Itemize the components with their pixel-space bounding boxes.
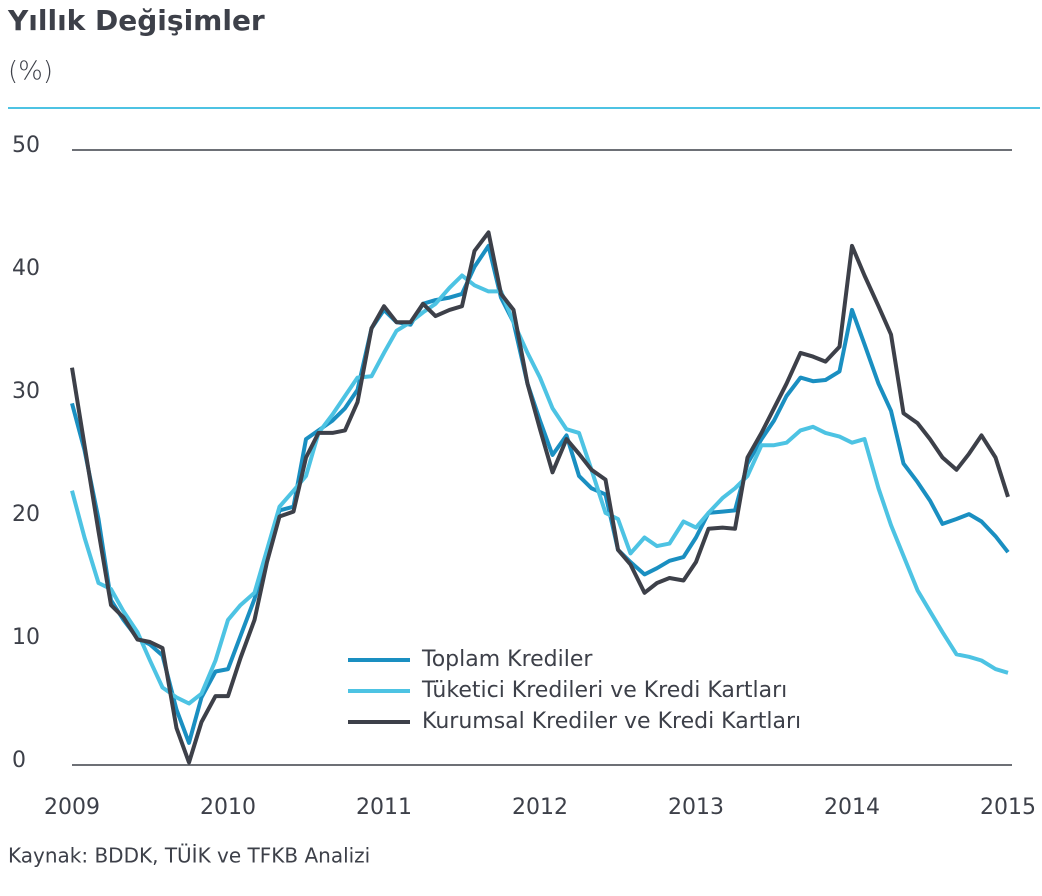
chart-title: Yıllık Değişimler	[7, 4, 265, 37]
series-line	[70, 230, 1010, 765]
x-tick-label: 2015	[980, 795, 1036, 820]
legend-label: Toplam Krediler	[421, 647, 593, 672]
y-tick-label: 20	[12, 502, 40, 527]
x-tick-label: 2010	[200, 795, 256, 820]
y-tick-label: 40	[12, 256, 40, 281]
legend-label: Tüketici Kredileri ve Kredi Kartları	[421, 678, 787, 703]
x-tick-label: 2014	[824, 795, 880, 820]
source-note: Kaynak: BDDK, TÜİK ve TFKB Analizi	[8, 844, 370, 868]
series-line	[70, 243, 1010, 745]
y-tick-label: 10	[12, 625, 40, 650]
series-line	[70, 273, 1009, 706]
x-tick-label: 2011	[356, 795, 412, 820]
y-tick-label: 50	[12, 133, 40, 158]
x-tick-label: 2012	[512, 795, 568, 820]
y-tick-label: 0	[12, 748, 26, 773]
x-tick-label: 2009	[44, 795, 100, 820]
y-tick-label: 30	[12, 379, 40, 404]
legend-label: Kurumsal Krediler ve Kredi Kartları	[422, 709, 801, 734]
x-tick-label: 2013	[668, 795, 724, 820]
chart-subtitle: (%)	[8, 57, 53, 87]
